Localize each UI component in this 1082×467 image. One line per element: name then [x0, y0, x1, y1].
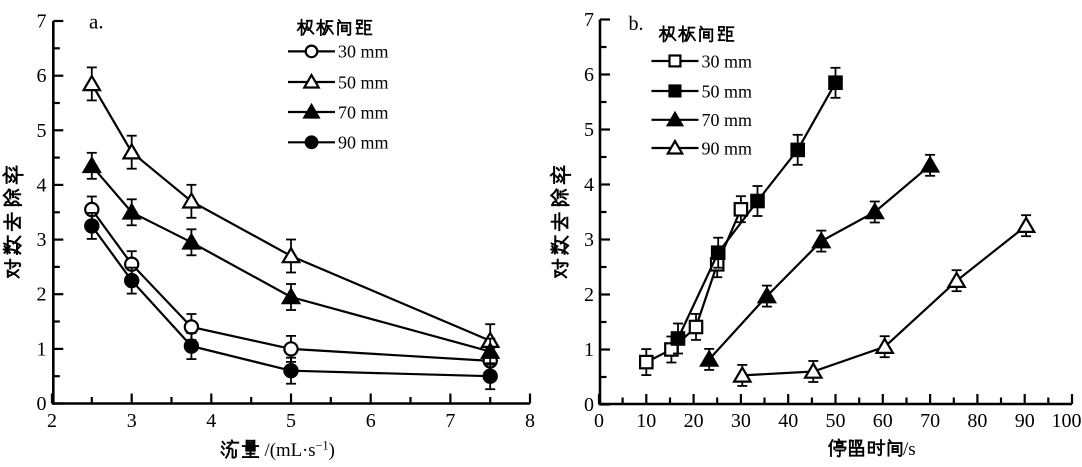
svg-text:5: 5 [286, 410, 296, 432]
svg-text:3: 3 [37, 229, 47, 251]
svg-text:0: 0 [584, 394, 594, 416]
svg-text:60: 60 [873, 410, 893, 432]
svg-text:b.: b. [629, 13, 644, 35]
svg-text:2: 2 [37, 284, 47, 306]
svg-text:/s: /s [903, 439, 916, 460]
svg-text:100: 100 [1052, 410, 1082, 432]
svg-text:4: 4 [37, 174, 47, 196]
svg-text:10: 10 [636, 410, 656, 432]
svg-text:40: 40 [778, 410, 798, 432]
svg-text:7: 7 [445, 410, 455, 432]
svg-text:70: 70 [920, 410, 940, 432]
svg-text:50: 50 [826, 410, 846, 432]
svg-text:a.: a. [89, 10, 104, 34]
svg-text:8: 8 [525, 410, 535, 432]
svg-text:30: 30 [731, 410, 751, 432]
svg-text:6: 6 [584, 64, 594, 86]
svg-text:0: 0 [37, 393, 47, 415]
svg-text:80: 80 [967, 410, 987, 432]
svg-text:5: 5 [584, 119, 594, 141]
svg-text:50 mm: 50 mm [338, 72, 389, 92]
svg-text:70 mm: 70 mm [702, 110, 753, 130]
svg-text:2: 2 [584, 284, 594, 306]
svg-text:0: 0 [594, 410, 604, 432]
svg-text:3: 3 [584, 229, 594, 251]
svg-text:4: 4 [206, 410, 216, 432]
svg-text:4: 4 [584, 174, 594, 196]
svg-text:90 mm: 90 mm [702, 138, 753, 158]
svg-text:7: 7 [584, 9, 594, 31]
svg-text:50 mm: 50 mm [702, 81, 753, 101]
svg-text:30 mm: 30 mm [338, 42, 389, 62]
svg-text:90 mm: 90 mm [338, 133, 389, 153]
svg-text:7: 7 [37, 11, 47, 33]
svg-text:90: 90 [1015, 410, 1035, 432]
svg-text:5: 5 [37, 120, 47, 142]
svg-text:6: 6 [366, 410, 376, 432]
svg-text:2: 2 [47, 410, 57, 432]
svg-text:6: 6 [37, 65, 47, 87]
svg-text:1: 1 [584, 339, 594, 361]
svg-text:70 mm: 70 mm [338, 102, 389, 122]
svg-text:1: 1 [37, 338, 47, 360]
svg-text:30 mm: 30 mm [702, 51, 753, 71]
svg-text:3: 3 [127, 410, 137, 432]
svg-text:20: 20 [684, 410, 704, 432]
